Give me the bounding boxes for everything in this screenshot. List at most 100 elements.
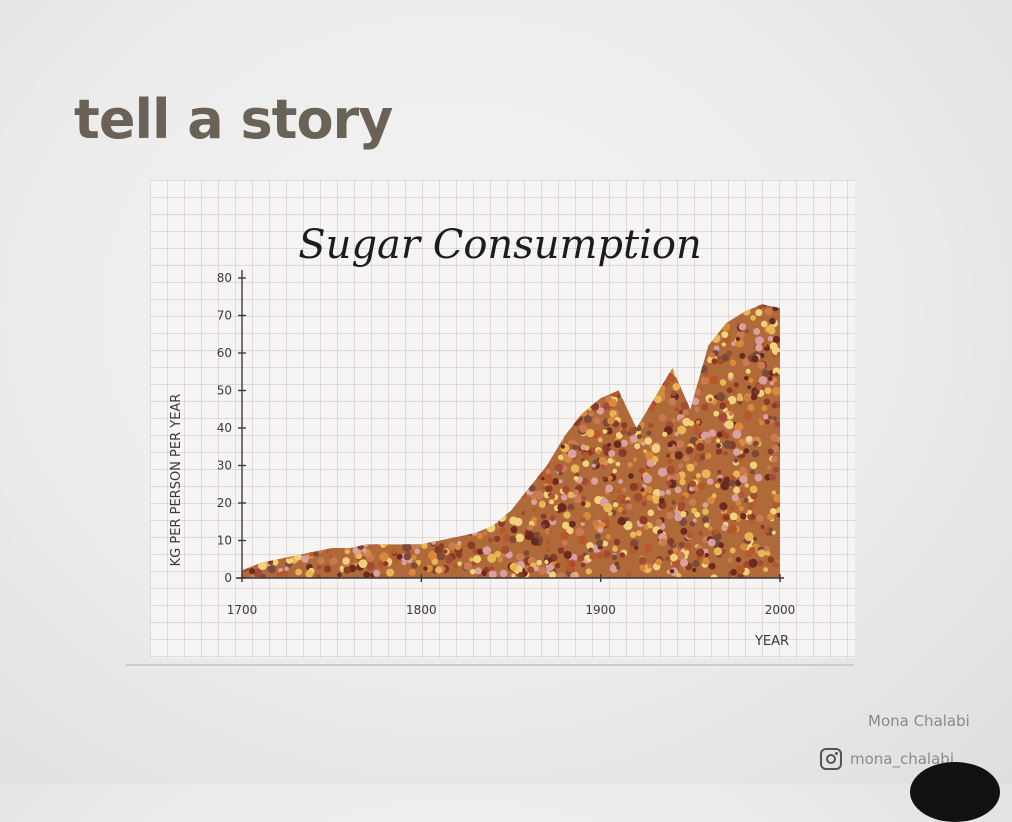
sugar-grain xyxy=(519,390,528,398)
sugar-grain xyxy=(434,457,442,465)
sugar-grain xyxy=(357,466,365,474)
sugar-grain xyxy=(538,566,546,575)
sugar-grain xyxy=(337,411,347,421)
sugar-grain xyxy=(580,444,587,451)
sugar-grain xyxy=(510,526,518,534)
sugar-grain xyxy=(438,413,444,419)
sugar-grain xyxy=(479,512,488,520)
sugar-grain xyxy=(361,310,368,317)
sugar-grain xyxy=(595,306,600,311)
sugar-grain xyxy=(691,397,700,406)
sugar-grain xyxy=(315,464,320,469)
sugar-grain xyxy=(511,440,517,446)
sugar-grain xyxy=(611,339,619,347)
sugar-grain xyxy=(500,283,507,290)
sugar-grain xyxy=(606,442,612,448)
sugar-grain xyxy=(559,420,565,426)
sugar-grain xyxy=(415,327,423,335)
sugar-grain xyxy=(552,371,562,381)
sugar-grain xyxy=(417,402,423,408)
sugar-grain xyxy=(592,278,597,283)
sugar-grain xyxy=(716,288,723,295)
sugar-grain xyxy=(457,464,462,469)
sugar-grain xyxy=(426,520,433,526)
sugar-grain xyxy=(371,480,377,485)
sugar-grain xyxy=(264,400,271,408)
sugar-grain xyxy=(745,550,752,557)
sugar-grain xyxy=(434,520,441,528)
sugar-grain xyxy=(512,408,519,415)
sugar-grain xyxy=(612,468,617,474)
sugar-grain xyxy=(411,528,417,534)
sugar-grain xyxy=(364,502,370,509)
sugar-grain xyxy=(674,345,684,355)
sugar-grain xyxy=(664,358,670,363)
sugar-grain xyxy=(339,518,345,523)
sugar-grain xyxy=(521,386,530,394)
sugar-grain xyxy=(405,386,414,395)
sugar-grain xyxy=(577,535,587,545)
sugar-grain xyxy=(691,351,699,360)
sugar-grain xyxy=(401,526,410,535)
sugar-grain xyxy=(753,304,762,307)
sugar-grain xyxy=(297,515,303,521)
sugar-grain xyxy=(630,435,638,443)
sugar-grain xyxy=(758,287,764,293)
sugar-grain xyxy=(605,484,614,493)
sugar-grain xyxy=(360,364,366,370)
sugar-grain xyxy=(563,550,572,560)
sugar-grain xyxy=(595,365,602,373)
sugar-grain xyxy=(599,375,609,384)
sugar-grain xyxy=(363,483,372,492)
area-base xyxy=(242,304,780,578)
sugar-grain xyxy=(288,310,295,317)
sugar-grain xyxy=(381,449,388,456)
sugar-grain xyxy=(575,277,583,285)
sugar-grain xyxy=(736,565,745,574)
sugar-grain xyxy=(390,413,398,421)
sugar-grain xyxy=(751,290,759,298)
sugar-grain xyxy=(413,296,418,301)
sugar-grain xyxy=(345,393,354,403)
sugar-grain xyxy=(272,280,279,287)
sugar-grain xyxy=(292,519,299,526)
sugar-grain xyxy=(410,362,415,368)
sugar-grain xyxy=(289,446,295,452)
sugar-grain xyxy=(304,456,311,463)
sugar-grain xyxy=(497,376,505,384)
sugar-grain xyxy=(438,506,448,516)
sugar-grain xyxy=(738,491,746,499)
sugar-grain xyxy=(396,352,402,358)
sugar-grain xyxy=(567,349,573,355)
sugar-grain xyxy=(470,469,477,476)
sugar-grain xyxy=(452,314,458,320)
sugar-grain xyxy=(407,294,413,300)
sugar-grain xyxy=(692,567,697,573)
sugar-grain xyxy=(358,559,368,568)
sugar-grain xyxy=(579,424,588,433)
sugar-grain xyxy=(290,419,295,424)
sugar-grain xyxy=(513,479,519,485)
sugar-grain xyxy=(477,396,484,403)
sugar-grain xyxy=(754,282,762,290)
sugar-grain xyxy=(650,384,658,392)
sugar-grain xyxy=(414,336,421,344)
sugar-grain xyxy=(645,307,653,314)
sugar-grain xyxy=(685,330,694,339)
sugar-grain xyxy=(716,443,721,449)
sugar-grain xyxy=(320,487,327,494)
sugar-grain xyxy=(655,558,663,566)
sugar-grain xyxy=(316,396,325,405)
sugar-grain xyxy=(242,549,248,555)
sugar-grain xyxy=(373,476,378,482)
sugar-grain xyxy=(429,500,436,506)
sugar-grain xyxy=(332,284,338,290)
sugar-grain xyxy=(342,442,352,452)
sugar-grain xyxy=(517,487,525,495)
sugar-grain xyxy=(347,278,355,286)
sugar-grain xyxy=(274,546,280,552)
sugar-grain xyxy=(548,365,556,372)
sugar-grain xyxy=(719,502,728,511)
sugar-grain xyxy=(736,280,745,289)
